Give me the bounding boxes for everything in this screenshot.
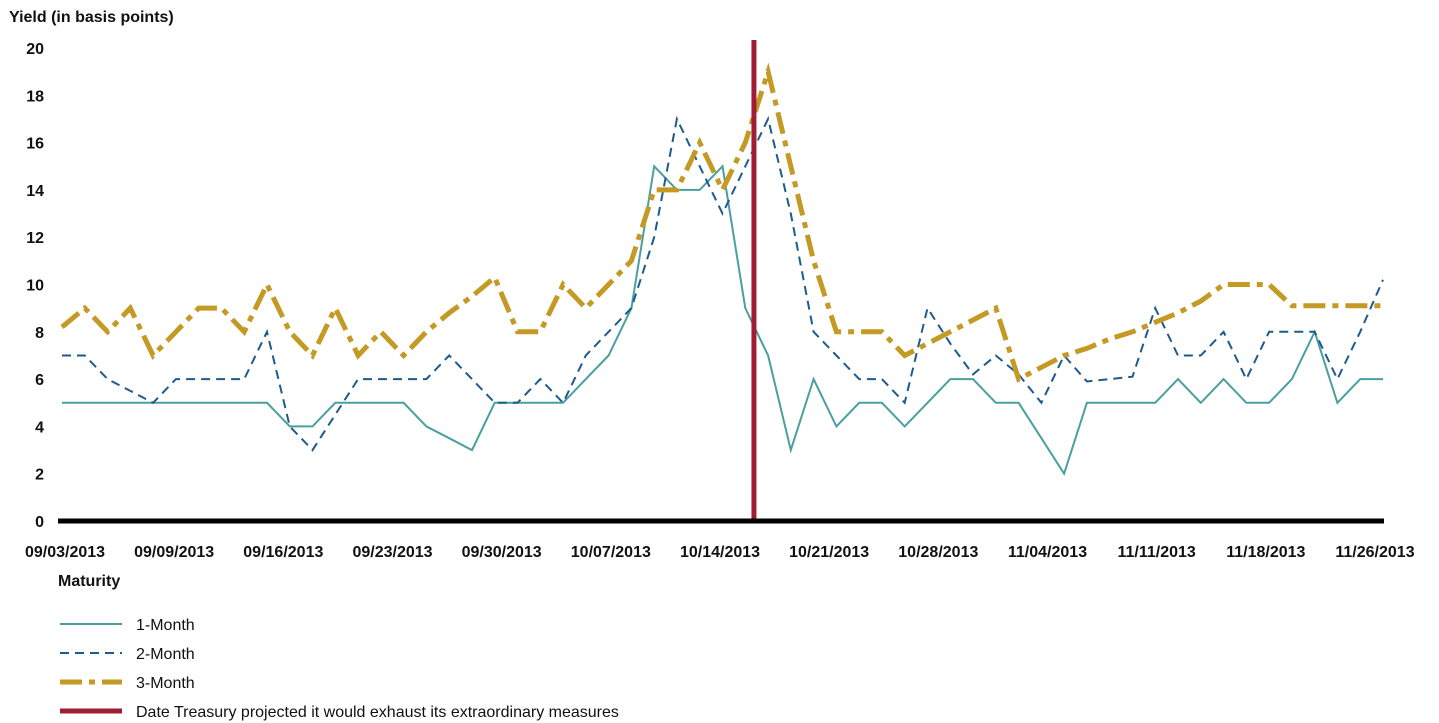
x-tick-label: 10/14/2013 [680, 544, 760, 561]
x-tick-label: 11/26/2013 [1335, 544, 1414, 561]
legend-label: 2-Month [136, 646, 195, 663]
series-lines [60, 40, 1384, 521]
x-tick-label: 09/30/2013 [462, 544, 542, 561]
y-tick-label: 4 [35, 419, 44, 436]
x-tick-label: 11/04/2013 [1008, 544, 1087, 561]
y-tick-label: 6 [35, 372, 44, 389]
y-tick-label: 20 [26, 41, 44, 58]
y-tick-label: 2 [35, 467, 44, 484]
legend-label: Date Treasury projected it would exhaust… [136, 704, 619, 721]
series-line-3-month [60, 62, 1383, 383]
series-line-1-month [62, 164, 1383, 477]
y-tick-label: 14 [26, 183, 44, 200]
x-tick-label: 10/21/2013 [789, 544, 869, 561]
legend-label: 3-Month [136, 675, 195, 692]
legend-title: Maturity [58, 573, 120, 590]
y-tick-label: 10 [26, 278, 44, 295]
x-tick-label: 11/11/2013 [1118, 544, 1196, 561]
x-axis-ticks: 09/03/2013 09/09/2013 09/16/2013 09/23/2013… [25, 544, 1415, 561]
x-tick-label: 09/03/2013 [25, 544, 105, 561]
y-tick-label: 18 [26, 88, 44, 105]
x-tick-label: 10/28/2013 [898, 544, 978, 561]
y-tick-label: 0 [35, 514, 44, 531]
y-axis-label: Yield (in basis points) [9, 9, 174, 26]
legend: Maturity 1-Month 2-Month 3-Month Date Treas… [58, 573, 619, 721]
x-tick-label: 09/09/2013 [134, 544, 214, 561]
y-tick-label: 8 [35, 325, 44, 342]
x-tick-label: 11/18/2013 [1226, 544, 1305, 561]
series-line-2-month [62, 115, 1384, 452]
x-tick-label: 09/23/2013 [352, 544, 432, 561]
x-tick-label: 09/16/2013 [243, 544, 323, 561]
y-tick-label: 16 [26, 136, 44, 153]
legend-label: 1-Month [136, 617, 195, 634]
x-tick-label: 10/07/2013 [571, 544, 651, 561]
y-axis-ticks: 0 2 4 6 8 10 12 14 16 18 20 [26, 41, 44, 531]
y-tick-label: 12 [26, 230, 44, 247]
